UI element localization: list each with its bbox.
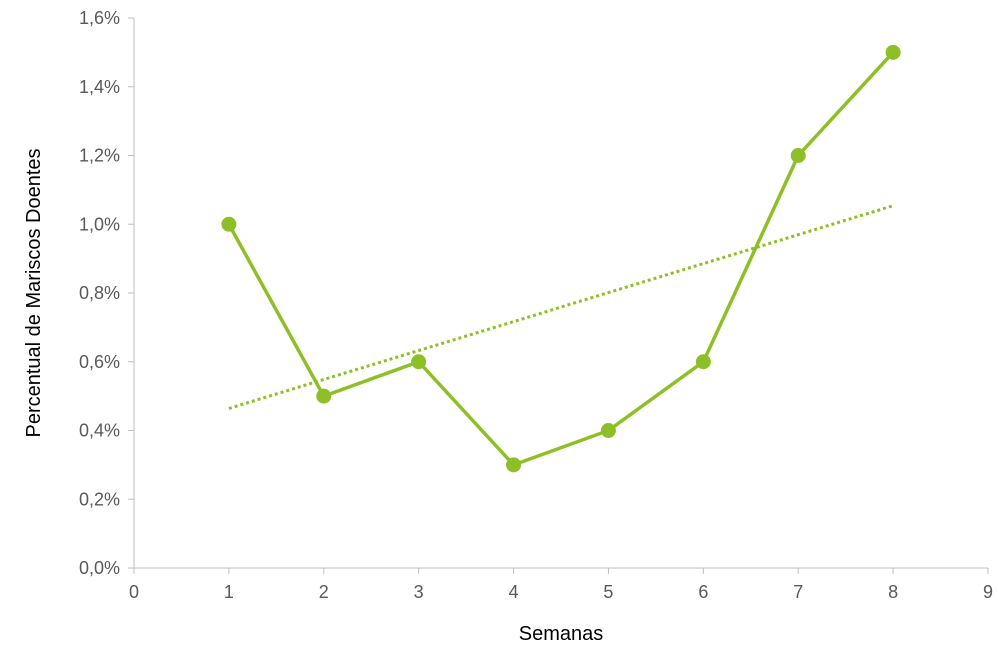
trendline	[228, 204, 894, 410]
x-tick-label: 8	[888, 582, 898, 602]
x-tick-label: 5	[603, 582, 613, 602]
y-axis-title: Percentual de Mariscos Doentes	[23, 148, 45, 437]
x-tick-label: 3	[414, 582, 424, 602]
y-tick-label: 0,2%	[79, 489, 120, 509]
x-tick-label: 9	[983, 582, 993, 602]
x-tick-label: 0	[129, 582, 139, 602]
trendline-group	[228, 204, 894, 410]
y-tick-label: 0,8%	[79, 283, 120, 303]
y-tick-label: 0,6%	[79, 352, 120, 372]
x-tick-group: 0 1 2 3 4 5 6 7 8 9	[129, 568, 993, 602]
data-point	[790, 148, 806, 163]
data-point	[316, 388, 332, 404]
y-tick-group: 0,0% 0,2% 0,4% 0,6% 0,8% 1,0% 1,2% 1,4% 1,6%	[79, 8, 134, 578]
x-tick-label: 6	[698, 582, 708, 602]
data-point	[885, 44, 901, 60]
y-tick-label: 1,6%	[79, 8, 120, 28]
y-tick-label: 0,4%	[79, 421, 120, 441]
x-tick-label: 4	[509, 582, 519, 602]
y-tick-label: 0,0%	[79, 558, 120, 578]
data-point	[506, 457, 522, 473]
x-tick-label: 7	[793, 582, 803, 602]
y-tick-label: 1,0%	[79, 214, 120, 234]
x-axis-title: Semanas	[519, 623, 604, 645]
series-group	[221, 44, 901, 473]
y-tick-label: 1,2%	[79, 146, 120, 166]
y-tick-label: 1,4%	[79, 77, 120, 97]
data-point	[600, 423, 616, 438]
data-point	[221, 216, 237, 232]
axes	[133, 18, 988, 569]
x-tick-label: 2	[319, 582, 329, 602]
series-line	[227, 51, 895, 467]
data-point	[695, 354, 711, 370]
data-point	[411, 354, 427, 370]
x-tick-label: 1	[224, 582, 234, 602]
